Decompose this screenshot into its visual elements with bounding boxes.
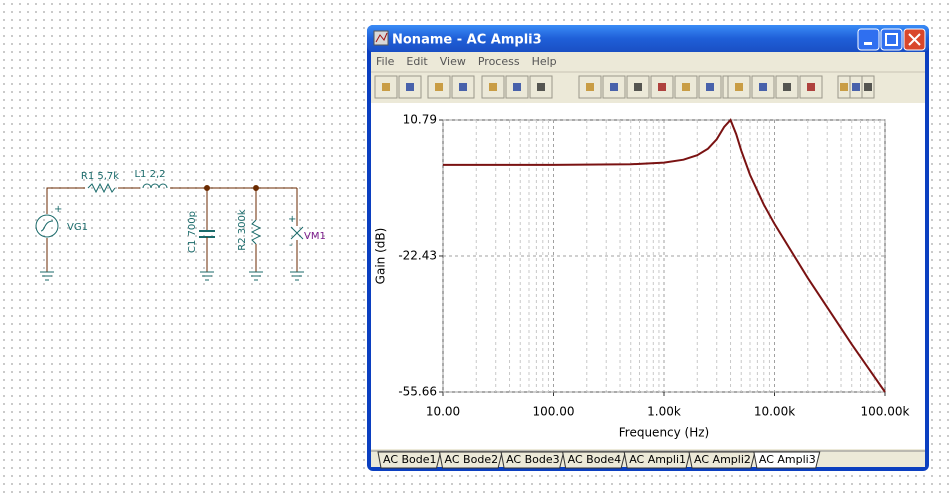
toolbar-icon: [634, 83, 642, 91]
label-c1: C1 700p: [187, 211, 198, 253]
y-tick-label: -22.43: [398, 248, 437, 262]
title-bar[interactable]: [367, 25, 929, 52]
x-tick-label: 100.00k: [861, 405, 910, 419]
x-tick-label: 100.00: [533, 405, 575, 419]
menu-item[interactable]: Help: [532, 55, 557, 68]
tab-label: AC Ampli2: [694, 453, 751, 466]
toolbar-icon: [735, 83, 743, 91]
source-symbol: [40, 220, 54, 232]
toolbar-icon: [382, 83, 390, 91]
tab[interactable]: [623, 451, 691, 469]
label-r1: R1 5,7k: [81, 171, 119, 182]
toolbar-icon: [682, 83, 690, 91]
tab-label: AC Bode2: [445, 453, 499, 466]
tab-bar: AC Bode1 AC Bode2 AC Bode3 AC Bode4 AC Ampli…: [377, 451, 821, 469]
tab[interactable]: [438, 451, 503, 469]
y-tick-label: 10.79: [403, 113, 437, 127]
toolbar-icon: [864, 83, 872, 91]
menu-item[interactable]: Process: [478, 55, 520, 68]
grounds: [40, 271, 304, 281]
app-icon: [375, 32, 388, 43]
minimize-button[interactable]: [857, 28, 880, 51]
toolbar: [374, 75, 875, 99]
tab-label: AC Bode3: [506, 453, 560, 466]
resistor-r1: [87, 182, 116, 194]
toolbar-icon: [759, 83, 767, 91]
tab-label: AC Bode1: [383, 453, 437, 466]
wire: [46, 187, 85, 214]
maximize-icon: [885, 33, 898, 46]
toolbar-icon: [783, 83, 791, 91]
meter-vm1: [290, 226, 304, 240]
menu-item[interactable]: File: [376, 55, 395, 68]
series-line: [443, 118, 886, 393]
title-buttons: [857, 28, 926, 51]
toolbar-icon: [489, 83, 497, 91]
menu-bar: File Edit View Process Help: [376, 55, 557, 68]
tab-label: AC Ampli1: [629, 453, 686, 466]
close-icon: [908, 33, 921, 46]
node: [204, 185, 210, 191]
toolbar-icon: [658, 83, 666, 91]
minimize-icon: [864, 42, 872, 45]
node: [253, 185, 259, 191]
chart: 10.00 100.00 1.00k 10.00k 100.00k -55.66 -22.4…: [398, 113, 909, 419]
menu-item[interactable]: Edit: [406, 55, 428, 68]
toolbar-icon: [840, 83, 848, 91]
toolbar-icon: [513, 83, 521, 91]
x-tick-label: 10.00: [426, 405, 460, 419]
label-vg1: VG1: [67, 222, 88, 233]
toolbar-icon: [406, 83, 414, 91]
label-vm1: VM1: [304, 231, 326, 242]
maximize-button[interactable]: [880, 28, 903, 51]
toolbar-icon: [435, 83, 443, 91]
tab[interactable]: [500, 451, 565, 469]
toolbar-icon: [459, 83, 467, 91]
x-tick-label: 10.00k: [754, 405, 795, 419]
y-tick-label: -55.66: [398, 385, 437, 399]
minus: -: [289, 240, 293, 251]
toolbar-icon: [807, 83, 815, 91]
x-tick-label: 1.00k: [647, 405, 681, 419]
toolbar-icon: [537, 83, 545, 91]
tab[interactable]: [562, 451, 626, 469]
plus: +: [288, 214, 296, 225]
menu-item[interactable]: View: [440, 55, 466, 68]
toolbar-icon: [852, 83, 860, 91]
label-r2: R2 300k: [237, 209, 248, 251]
resistor-r2: [250, 219, 262, 245]
toolbar-icon: [586, 83, 594, 91]
window-title: Noname - AC Ampli3: [392, 33, 542, 48]
y-axis-label: Gain (dB): [374, 228, 388, 285]
tab[interactable]: [753, 451, 821, 469]
tab[interactable]: [688, 451, 756, 469]
plus: +: [54, 204, 62, 215]
inductor-l1: [142, 183, 168, 189]
tab-label: AC Ampli3: [759, 453, 816, 466]
toolbar-icon: [610, 83, 618, 91]
schematic: [35, 182, 304, 281]
x-axis-label: Frequency (Hz): [619, 426, 710, 440]
label-l1: L1 2,2: [134, 169, 165, 180]
toolbar-icon: [706, 83, 714, 91]
tab[interactable]: [377, 451, 442, 469]
app-icon: [373, 30, 389, 46]
tab-label: AC Bode4: [568, 453, 622, 466]
source-vg1: [35, 214, 59, 238]
